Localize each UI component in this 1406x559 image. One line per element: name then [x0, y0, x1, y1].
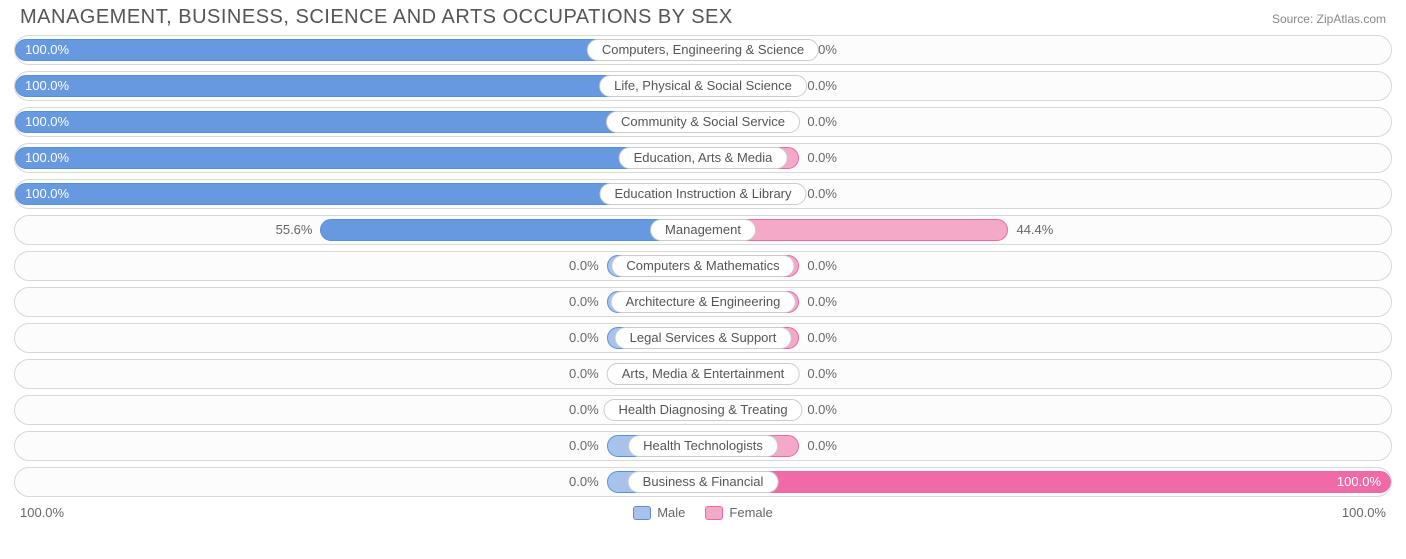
- footer-row: 100.0% Male Female 100.0%: [14, 503, 1392, 520]
- female-pct-label: 0.0%: [807, 432, 837, 461]
- female-pct-label: 0.0%: [807, 144, 837, 173]
- chart-row: 100.0% 0.0%Life, Physical & Social Scienc…: [14, 71, 1392, 101]
- category-label: Computers, Engineering & Science: [587, 39, 819, 61]
- source-label: Source: ZipAtlas.com: [1272, 12, 1386, 26]
- male-pct-label: 0.0%: [569, 324, 599, 353]
- female-pct-label: 0.0%: [807, 108, 837, 137]
- legend-swatch-male: [633, 506, 651, 520]
- chart-row: 100.0% 0.0% Education, Arts & Media: [14, 143, 1392, 173]
- chart-row: 0.0% 0.0% Computers & Mathematics: [14, 251, 1392, 281]
- chart-row: 100.0% 0.0% Community & Social Service: [14, 107, 1392, 137]
- chart-row: 100.0% 0.0%Education Instruction & Librar…: [14, 179, 1392, 209]
- female-pct-label: 0.0%: [807, 288, 837, 317]
- category-label: Education, Arts & Media: [619, 147, 788, 169]
- chart-row: 0.0% 0.0% Architecture & Engineering: [14, 287, 1392, 317]
- male-pct-label: 100.0%: [25, 144, 69, 173]
- legend-label-male: Male: [657, 505, 685, 520]
- male-pct-label: 100.0%: [25, 36, 69, 65]
- female-pct-label: 0.0%: [807, 324, 837, 353]
- category-label: Health Technologists: [628, 435, 778, 457]
- legend: Male Female: [633, 505, 773, 520]
- chart-title: MANAGEMENT, BUSINESS, SCIENCE AND ARTS O…: [20, 6, 733, 29]
- male-pct-label: 100.0%: [25, 108, 69, 137]
- female-pct-label: 0.0%: [807, 396, 837, 425]
- category-label: Health Diagnosing & Treating: [603, 399, 802, 421]
- male-pct-label: 0.0%: [569, 360, 599, 389]
- male-pct-label: 0.0%: [569, 396, 599, 425]
- male-pct-label: 0.0%: [569, 288, 599, 317]
- category-label: Life, Physical & Social Science: [599, 75, 807, 97]
- axis-right-label: 100.0%: [1342, 505, 1386, 520]
- legend-swatch-female: [705, 506, 723, 520]
- male-pct-label: 55.6%: [276, 216, 313, 245]
- chart-row: 55.6% 44.4% Management: [14, 215, 1392, 245]
- category-label: Architecture & Engineering: [611, 291, 796, 313]
- male-pct-label: 100.0%: [25, 72, 69, 101]
- header-row: MANAGEMENT, BUSINESS, SCIENCE AND ARTS O…: [14, 6, 1392, 35]
- legend-label-female: Female: [729, 505, 772, 520]
- chart-row: 0.0% 100.0% Business & Financial: [14, 467, 1392, 497]
- female-pct-label: 44.4%: [1016, 216, 1053, 245]
- category-label: Management: [650, 219, 756, 241]
- chart-container: MANAGEMENT, BUSINESS, SCIENCE AND ARTS O…: [0, 0, 1406, 524]
- female-pct-label: 100.0%: [1337, 468, 1381, 497]
- category-label: Arts, Media & Entertainment: [607, 363, 800, 385]
- male-pct-label: 100.0%: [25, 180, 69, 209]
- category-label: Education Instruction & Library: [599, 183, 806, 205]
- category-label: Computers & Mathematics: [611, 255, 794, 277]
- chart-row: 0.0% 0.0% Legal Services & Support: [14, 323, 1392, 353]
- axis-left-label: 100.0%: [20, 505, 64, 520]
- male-pct-label: 0.0%: [569, 432, 599, 461]
- chart-row: 0.0% 0.0%Health Diagnosing & Treating: [14, 395, 1392, 425]
- male-bar: [15, 111, 703, 133]
- male-pct-label: 0.0%: [569, 252, 599, 281]
- female-pct-label: 0.0%: [807, 72, 837, 101]
- female-bar: [703, 471, 1391, 493]
- category-label: Community & Social Service: [606, 111, 800, 133]
- female-pct-label: 0.0%: [807, 360, 837, 389]
- chart-area: 100.0% 0.0% Computers, Engineering & Scien…: [14, 35, 1392, 497]
- chart-row: 0.0% 0.0% Health Technologists: [14, 431, 1392, 461]
- male-bar: [320, 219, 703, 241]
- chart-row: 100.0%0.0%Computers, Engineering & Scien…: [14, 35, 1392, 65]
- female-pct-label: 0.0%: [807, 180, 837, 209]
- category-label: Business & Financial: [628, 471, 779, 493]
- male-bar: [15, 147, 703, 169]
- male-pct-label: 0.0%: [569, 468, 599, 497]
- chart-row: 0.0% 0.0% Arts, Media & Entertainment: [14, 359, 1392, 389]
- female-pct-label: 0.0%: [807, 252, 837, 281]
- category-label: Legal Services & Support: [615, 327, 792, 349]
